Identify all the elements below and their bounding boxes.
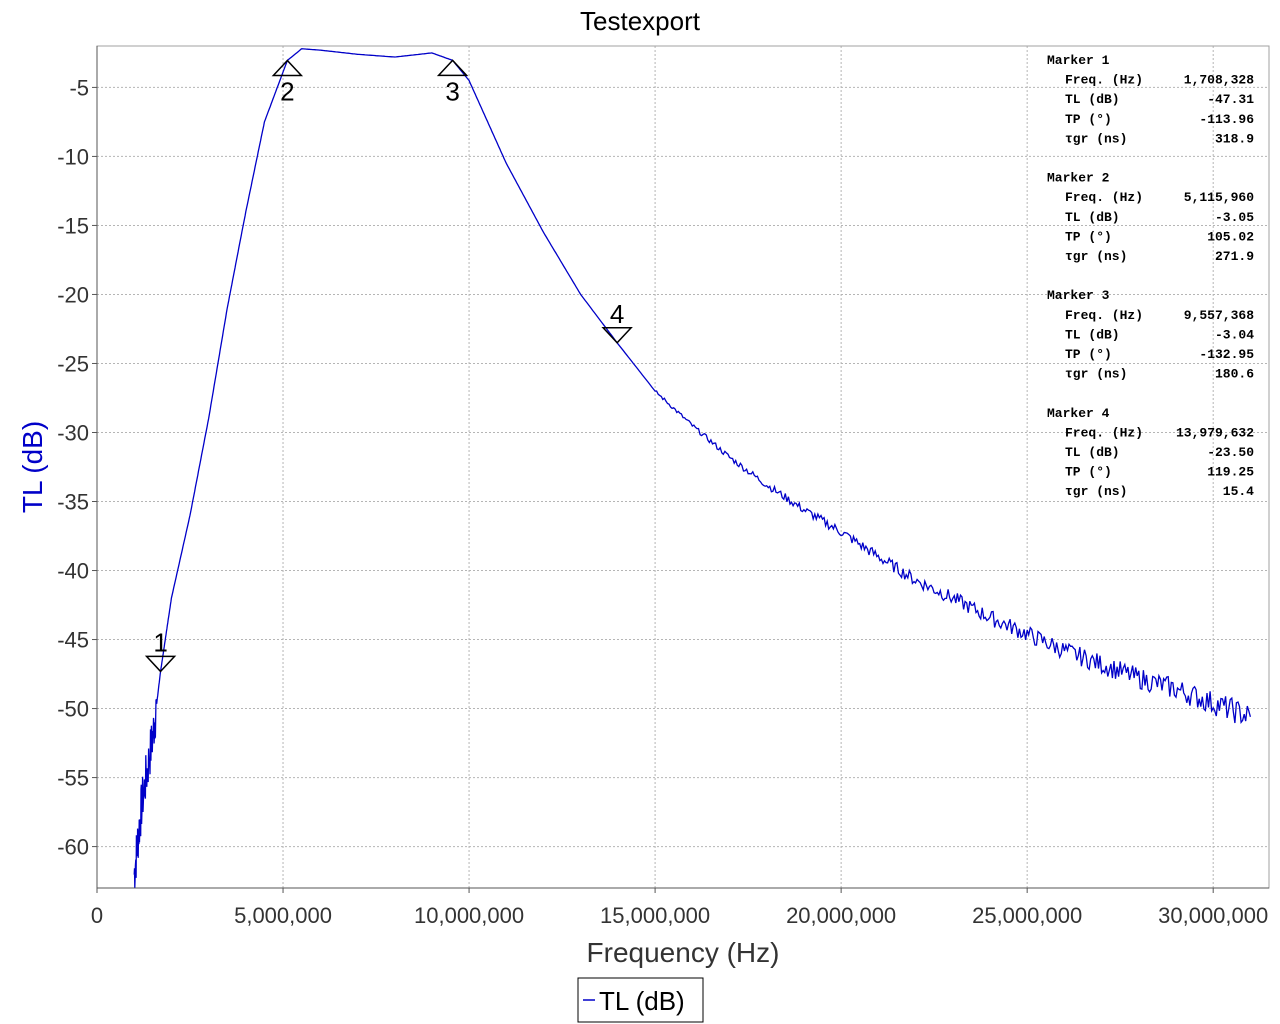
marker-table: Marker 1 Freq. (Hz) 1,708,328 TL (dB) -47.31… (1047, 53, 1254, 499)
marker-table-key: TP (°) (1065, 347, 1112, 362)
y-tick-label: -25 (57, 351, 89, 376)
x-tick-label: 20,000,000 (786, 903, 896, 928)
legend-label: TL (dB) (599, 986, 685, 1016)
marker-table-key: TL (dB) (1065, 445, 1120, 460)
y-tick-label: -20 (57, 282, 89, 307)
marker-table-title: Marker 4 (1047, 406, 1110, 421)
y-axis-ticks: -5 -10 -15 -20 -25 -30 -35 -40 -45 -50 -55 -60 (57, 75, 97, 860)
y-tick-label: -55 (57, 766, 89, 791)
marker-table-key: TP (°) (1065, 112, 1112, 127)
marker-4-triangle (601, 327, 633, 344)
chart-title: Testexport (580, 6, 701, 36)
grid (97, 46, 1269, 888)
marker-table-title: Marker 1 (1047, 53, 1110, 68)
marker-table-value: 1,708,328 (1184, 73, 1254, 88)
y-tick-label: -50 (57, 697, 89, 722)
marker-table-value: 105.02 (1207, 229, 1254, 244)
x-tick-label: 15,000,000 (600, 903, 710, 928)
y-tick-label: -45 (57, 628, 89, 653)
markers: 1 2 3 4 (144, 59, 633, 673)
marker-table-value: 5,115,960 (1184, 190, 1254, 205)
marker-table-value: -47.31 (1207, 92, 1254, 107)
x-tick-label: 10,000,000 (414, 903, 524, 928)
x-tick-label: 0 (91, 903, 103, 928)
marker-table-value: -132.95 (1199, 347, 1254, 362)
legend: TL (dB) (577, 977, 704, 1023)
marker-table-value: 180.6 (1215, 367, 1254, 382)
marker-table-key: TP (°) (1065, 229, 1112, 244)
marker-2-triangle (271, 59, 304, 77)
legend-box (577, 977, 704, 1023)
y-tick-label: -10 (57, 144, 89, 169)
x-tick-label: 5,000,000 (234, 903, 332, 928)
y-tick-label: -30 (57, 420, 89, 445)
marker-table-key: τgr (ns) (1065, 249, 1127, 264)
marker-table-value: 119.25 (1207, 465, 1254, 480)
marker-table-key: Freq. (Hz) (1065, 308, 1143, 323)
marker-table-key: Freq. (Hz) (1065, 73, 1143, 88)
marker-table-value: 318.9 (1215, 131, 1254, 146)
x-axis-ticks: 0 5,000,000 10,000,000 15,000,000 20,000,000… (91, 888, 1268, 928)
marker-table-key: Freq. (Hz) (1065, 425, 1143, 440)
marker-table-value: -23.50 (1207, 445, 1254, 460)
marker-table-value: 9,557,368 (1184, 308, 1254, 323)
marker-3-label: 3 (445, 76, 459, 106)
marker-table-value: 15.4 (1223, 484, 1254, 499)
y-tick-label: -40 (57, 559, 89, 584)
marker-table-key: TP (°) (1065, 465, 1112, 480)
marker-1-label: 1 (153, 627, 167, 657)
marker-table-title: Marker 3 (1047, 288, 1110, 303)
marker-3-triangle (436, 59, 469, 77)
marker-table-value: -113.96 (1199, 112, 1254, 127)
y-tick-label: -5 (69, 75, 89, 100)
x-tick-label: 30,000,000 (1158, 903, 1268, 928)
marker-table-key: TL (dB) (1065, 210, 1120, 225)
y-axis-label: TL (dB) (17, 421, 48, 513)
x-tick-label: 25,000,000 (972, 903, 1082, 928)
marker-table-value: 13,979,632 (1176, 425, 1254, 440)
marker-table-value: -3.04 (1215, 327, 1254, 342)
x-axis-label: Frequency (Hz) (587, 937, 780, 968)
y-tick-label: -35 (57, 490, 89, 515)
series-line-tl (133, 48, 1252, 888)
marker-table-value: 271.9 (1215, 249, 1254, 264)
marker-table-key: TL (dB) (1065, 92, 1120, 107)
marker-table-key: τgr (ns) (1065, 367, 1127, 382)
marker-1-triangle (144, 655, 177, 673)
marker-4-label: 4 (610, 299, 624, 329)
marker-table-value: -3.05 (1215, 210, 1254, 225)
marker-table-key: τgr (ns) (1065, 484, 1127, 499)
marker-table-key: Freq. (Hz) (1065, 190, 1143, 205)
marker-table-key: τgr (ns) (1065, 131, 1127, 146)
y-tick-label: -15 (57, 213, 89, 238)
marker-table-title: Marker 2 (1047, 171, 1110, 186)
marker-2-label: 2 (280, 76, 294, 106)
y-tick-label: -60 (57, 835, 89, 860)
marker-table-key: TL (dB) (1065, 327, 1120, 342)
